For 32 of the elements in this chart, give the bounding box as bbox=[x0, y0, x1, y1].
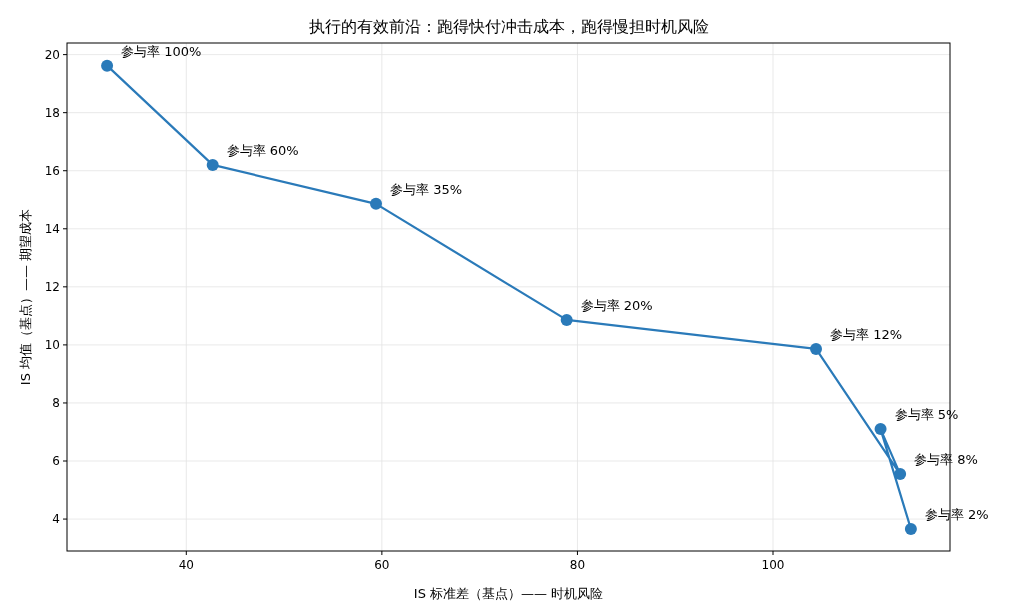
x-tick-label: 100 bbox=[761, 558, 785, 572]
x-tick-label: 80 bbox=[569, 558, 586, 572]
point bbox=[904, 522, 917, 535]
point bbox=[206, 158, 219, 171]
annotation: 参与率 35% bbox=[390, 181, 463, 197]
x-tick-label: 40 bbox=[178, 558, 194, 572]
point bbox=[370, 197, 382, 210]
annotation: 参与率 60% bbox=[226, 142, 299, 158]
x-axis-title: IS 标准差（基点）—— 时机风险 bbox=[413, 586, 604, 601]
x-tick-label: 60 bbox=[374, 558, 390, 572]
y-tick-label: 4 bbox=[52, 512, 60, 527]
y-tick-label: 8 bbox=[52, 395, 60, 410]
y-tick-label: 18 bbox=[44, 105, 60, 120]
annotation: 参与率 5% bbox=[894, 407, 959, 423]
point bbox=[894, 468, 907, 481]
point bbox=[101, 59, 114, 72]
y-tick-label: 14 bbox=[44, 221, 60, 236]
annotation: 参与率 8% bbox=[914, 452, 978, 468]
point bbox=[810, 342, 823, 355]
y-tick-label: 12 bbox=[44, 279, 60, 294]
point bbox=[874, 423, 887, 436]
annotation: 参与率 100% bbox=[121, 43, 202, 59]
chart-title: 执行的有效前沿：跑得快付冲击成本，跑得慢担时机风险 bbox=[308, 17, 709, 36]
annotation: 参与率 20% bbox=[580, 297, 653, 313]
y-tick-label: 6 bbox=[52, 454, 60, 469]
y-axis-title: IS 均值（基点）—— 期望成本 bbox=[18, 208, 33, 386]
y-tick-label: 20 bbox=[44, 47, 60, 62]
annotation: 参与率 12% bbox=[830, 326, 903, 342]
y-tick-label: 16 bbox=[44, 163, 60, 178]
y-tick-label: 10 bbox=[44, 337, 60, 352]
annotation: 参与率 2% bbox=[924, 506, 989, 522]
point bbox=[560, 313, 573, 326]
